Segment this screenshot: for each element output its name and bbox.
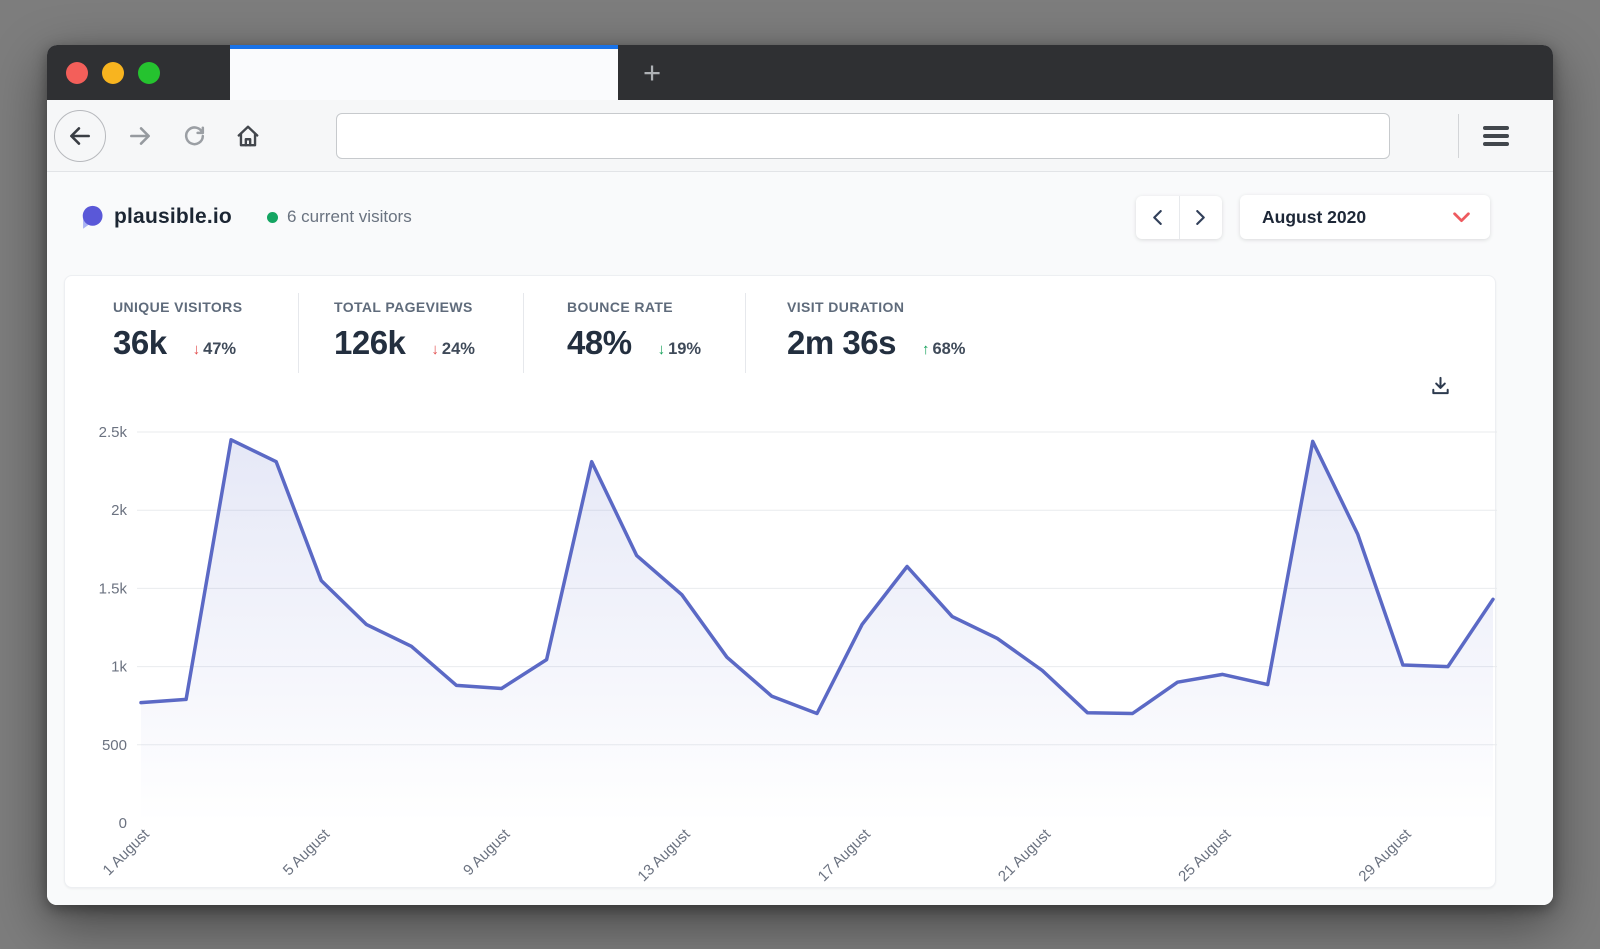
down-arrow-icon: ↓ xyxy=(657,341,666,358)
stat-change: 24% xyxy=(441,340,475,358)
forward-arrow-icon xyxy=(130,126,150,145)
stat-change: 19% xyxy=(668,340,702,358)
svg-text:29 August: 29 August xyxy=(1355,825,1415,885)
reload-button[interactable] xyxy=(174,116,214,156)
stat-unique-visitors: UNIQUE VISITORS 36k ↓ 47% xyxy=(113,299,242,362)
stat-bounce-rate: BOUNCE RATE 48% ↓ 19% xyxy=(567,299,701,362)
toolbar-divider xyxy=(1458,114,1459,158)
svg-text:500: 500 xyxy=(102,737,127,754)
title-bar[interactable]: + xyxy=(47,45,1553,100)
hamburger-icon xyxy=(1483,122,1509,151)
stat-value: 36k xyxy=(113,324,167,361)
svg-text:21 August: 21 August xyxy=(995,825,1055,885)
stat-label: UNIQUE VISITORS xyxy=(113,299,243,315)
previous-period-button[interactable] xyxy=(1136,196,1179,239)
forward-button[interactable] xyxy=(120,116,160,156)
down-arrow-icon: ↓ xyxy=(192,341,201,358)
current-visitors[interactable]: 6 current visitors xyxy=(267,195,412,239)
svg-text:2.5k: 2.5k xyxy=(99,424,128,441)
stat-label: TOTAL PAGEVIEWS xyxy=(334,299,473,315)
menu-button[interactable] xyxy=(1475,116,1517,156)
browser-toolbar xyxy=(47,100,1553,172)
close-window-button[interactable] xyxy=(66,62,88,84)
home-icon xyxy=(237,125,259,146)
svg-text:1k: 1k xyxy=(111,659,127,676)
new-tab-button[interactable]: + xyxy=(630,45,674,100)
back-arrow-icon xyxy=(70,126,90,145)
home-button[interactable] xyxy=(228,116,268,156)
reload-icon xyxy=(184,126,204,146)
up-arrow-icon: ↑ xyxy=(921,341,930,358)
minimize-window-button[interactable] xyxy=(102,62,124,84)
download-export-button[interactable] xyxy=(1425,370,1455,400)
stat-divider xyxy=(745,293,746,373)
next-period-button[interactable] xyxy=(1178,196,1223,239)
current-visitors-label: 6 current visitors xyxy=(287,207,412,226)
stat-value: 48% xyxy=(567,324,632,361)
svg-text:5 August: 5 August xyxy=(280,825,334,879)
stats-card: UNIQUE VISITORS 36k ↓ 47% TOTAL PAGEVIEWS… xyxy=(64,275,1497,888)
stat-value: 126k xyxy=(334,324,406,361)
stat-total-pageviews: TOTAL PAGEVIEWS 126k ↓ 24% xyxy=(334,299,475,362)
stat-divider xyxy=(298,293,299,373)
live-dot-icon xyxy=(267,211,278,223)
svg-text:13 August: 13 August xyxy=(634,825,694,885)
url-input[interactable] xyxy=(336,113,1390,159)
stat-change: 68% xyxy=(932,340,966,358)
stat-visit-duration: VISIT DURATION 2m 36s ↑ 68% xyxy=(787,299,965,362)
dashboard-page: plausible.io 6 current visitors August 2… xyxy=(47,172,1553,905)
site-name: plausible.io xyxy=(114,205,232,228)
active-tab-indicator xyxy=(230,45,618,49)
chevron-down-icon xyxy=(1453,211,1470,222)
stat-label: BOUNCE RATE xyxy=(567,299,674,315)
svg-text:17 August: 17 August xyxy=(815,825,875,885)
stat-divider xyxy=(523,293,524,373)
download-icon xyxy=(1431,376,1449,394)
svg-text:25 August: 25 August xyxy=(1175,825,1235,885)
down-arrow-icon: ↓ xyxy=(431,341,439,358)
stat-label: VISIT DURATION xyxy=(787,299,905,315)
svg-text:9 August: 9 August xyxy=(460,825,514,879)
svg-text:1.5k: 1.5k xyxy=(99,580,128,597)
svg-text:0: 0 xyxy=(119,815,127,832)
traffic-lights xyxy=(66,62,160,84)
browser-window: + plausible.io 6 xyxy=(47,45,1553,905)
date-range-label: August 2020 xyxy=(1262,206,1367,227)
period-nav xyxy=(1136,196,1222,239)
chevron-left-icon xyxy=(1152,210,1162,225)
svg-text:1 August: 1 August xyxy=(100,825,154,879)
stat-change: 47% xyxy=(203,340,237,358)
date-range-dropdown[interactable]: August 2020 xyxy=(1240,195,1490,239)
maximize-window-button[interactable] xyxy=(138,62,160,84)
site-header[interactable]: plausible.io xyxy=(78,195,232,239)
plausible-logo-icon xyxy=(82,205,103,229)
active-tab[interactable] xyxy=(230,45,618,100)
stat-value: 2m 36s xyxy=(787,324,896,361)
chevron-right-icon xyxy=(1196,210,1206,225)
svg-text:2k: 2k xyxy=(111,502,127,519)
visitors-line-chart: 0 500 1k 1.5k 2k 2.5k 1 August 5 August 9 August… xyxy=(99,424,1497,885)
back-button[interactable] xyxy=(54,109,106,162)
